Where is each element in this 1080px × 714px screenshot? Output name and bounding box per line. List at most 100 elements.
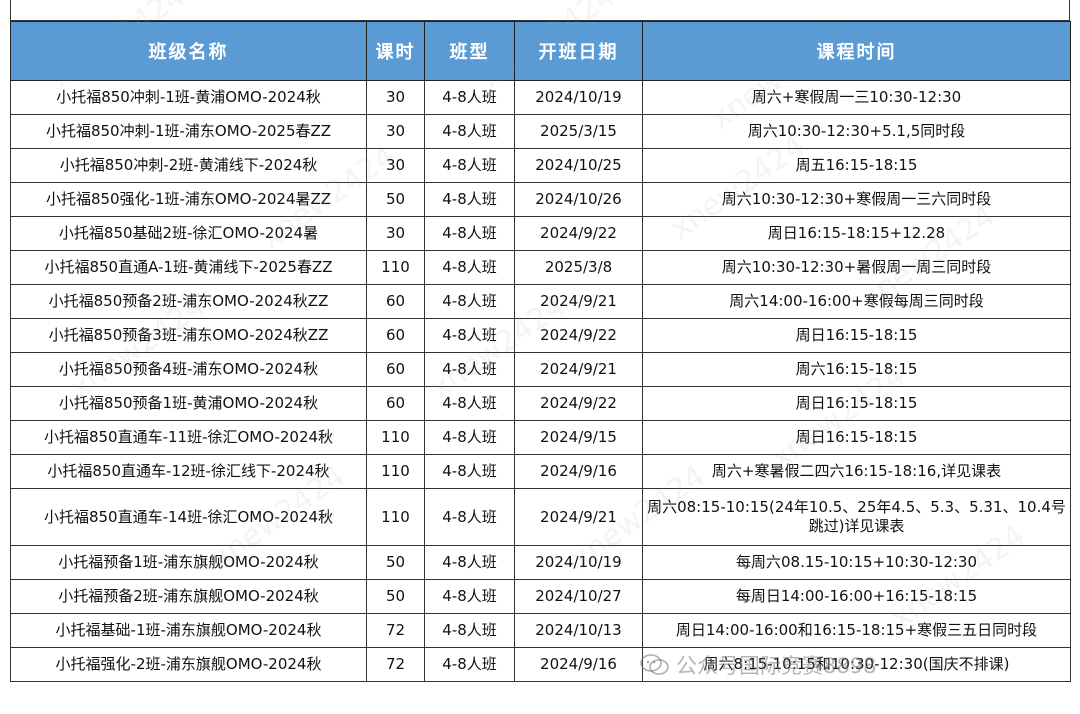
cell-start-date: 2024/9/21 bbox=[514, 352, 643, 387]
cell-hours: 30 bbox=[366, 114, 425, 149]
cell-class-name: 小托福850预备1班-黄浦OMO-2024秋 bbox=[10, 386, 367, 421]
table-row: 小托福850基础2班-徐汇OMO-2024暑 30 4-8人班 2024/9/22 周日… bbox=[10, 216, 1071, 251]
cell-class-type: 4-8人班 bbox=[424, 454, 515, 489]
cell-class-type: 4-8人班 bbox=[424, 488, 515, 546]
table-row: 小托福预备1班-浦东旗舰OMO-2024秋 50 4-8人班 2024/10/19 每周… bbox=[10, 545, 1071, 580]
cell-course-time: 周六10:30-12:30+5.1,5同时段 bbox=[642, 114, 1071, 149]
cell-class-type: 4-8人班 bbox=[424, 545, 515, 580]
table-body: 小托福850冲刺-1班-黄浦OMO-2024秋 30 4-8人班 2024/10/19… bbox=[10, 80, 1071, 682]
top-border-strip bbox=[10, 0, 1070, 21]
cell-start-date: 2024/10/27 bbox=[514, 579, 643, 614]
cell-start-date: 2024/9/22 bbox=[514, 318, 643, 353]
cell-start-date: 2024/9/16 bbox=[514, 454, 643, 489]
footer-watermark: 公众号国际竞赛8898 bbox=[640, 650, 876, 680]
cell-hours: 30 bbox=[366, 80, 425, 115]
table-row: 小托福850冲刺-1班-黄浦OMO-2024秋 30 4-8人班 2024/10/19… bbox=[10, 80, 1071, 115]
cell-class-name: 小托福预备1班-浦东旗舰OMO-2024秋 bbox=[10, 545, 367, 580]
cell-class-type: 4-8人班 bbox=[424, 114, 515, 149]
cell-hours: 60 bbox=[366, 318, 425, 353]
cell-start-date: 2024/9/16 bbox=[514, 647, 643, 682]
cell-class-type: 4-8人班 bbox=[424, 284, 515, 319]
cell-course-time: 周五16:15-18:15 bbox=[642, 148, 1071, 183]
cell-class-name: 小托福850直通A-1班-黄浦线下-2025春ZZ bbox=[10, 250, 367, 285]
cell-class-type: 4-8人班 bbox=[424, 613, 515, 648]
cell-class-name: 小托福850直通车-11班-徐汇OMO-2024秋 bbox=[10, 420, 367, 455]
cell-start-date: 2024/10/25 bbox=[514, 148, 643, 183]
cell-start-date: 2025/3/15 bbox=[514, 114, 643, 149]
cell-class-type: 4-8人班 bbox=[424, 182, 515, 217]
cell-class-type: 4-8人班 bbox=[424, 386, 515, 421]
cell-hours: 110 bbox=[366, 488, 425, 546]
cell-class-name: 小托福850冲刺-2班-黄浦线下-2024秋 bbox=[10, 148, 367, 183]
cell-hours: 60 bbox=[366, 386, 425, 421]
cell-hours: 72 bbox=[366, 647, 425, 682]
table-row: 小托福850预备1班-黄浦OMO-2024秋 60 4-8人班 2024/9/22 周日… bbox=[10, 386, 1071, 421]
cell-course-time: 周六08:15-10:15(24年10.5、25年4.5、5.3、5.31、10… bbox=[642, 488, 1071, 546]
cell-class-type: 4-8人班 bbox=[424, 148, 515, 183]
cell-class-name: 小托福850冲刺-1班-浦东OMO-2025春ZZ bbox=[10, 114, 367, 149]
table-row: 小托福基础-1班-浦东旗舰OMO-2024秋 72 4-8人班 2024/10/13 周… bbox=[10, 613, 1071, 648]
cell-course-time: 周日16:15-18:15 bbox=[642, 386, 1071, 421]
cell-course-time: 周六10:30-12:30+寒假周一三六同时段 bbox=[642, 182, 1071, 217]
cell-class-type: 4-8人班 bbox=[424, 80, 515, 115]
wechat-icon bbox=[640, 653, 670, 677]
cell-course-time: 每周日14:00-16:00+16:15-18:15 bbox=[642, 579, 1071, 614]
table-row: 小托福850预备4班-浦东OMO-2024秋 60 4-8人班 2024/9/21 周六… bbox=[10, 352, 1071, 387]
cell-class-name: 小托福预备2班-浦东旗舰OMO-2024秋 bbox=[10, 579, 367, 614]
cell-hours: 60 bbox=[366, 284, 425, 319]
cell-course-time: 周日14:00-16:00和16:15-18:15+寒假三五日同时段 bbox=[642, 613, 1071, 648]
cell-course-time: 周六14:00-16:00+寒假每周三同时段 bbox=[642, 284, 1071, 319]
cell-course-time: 周日16:15-18:15+12.28 bbox=[642, 216, 1071, 251]
header-class-type: 班型 bbox=[424, 21, 515, 81]
table-row: 小托福850冲刺-1班-浦东OMO-2025春ZZ 30 4-8人班 2025/3/1… bbox=[10, 114, 1071, 149]
cell-hours: 110 bbox=[366, 250, 425, 285]
table-row: 小托福850直通A-1班-黄浦线下-2025春ZZ 110 4-8人班 2025/3/… bbox=[10, 250, 1071, 285]
cell-class-type: 4-8人班 bbox=[424, 352, 515, 387]
cell-hours: 110 bbox=[366, 420, 425, 455]
cell-class-name: 小托福850直通车-12班-徐汇线下-2024秋 bbox=[10, 454, 367, 489]
cell-class-type: 4-8人班 bbox=[424, 420, 515, 455]
table-row: 小托福850预备2班-浦东OMO-2024秋ZZ 60 4-8人班 2024/9/21… bbox=[10, 284, 1071, 319]
header-class-name: 班级名称 bbox=[10, 21, 367, 81]
cell-class-name: 小托福强化-2班-浦东旗舰OMO-2024秋 bbox=[10, 647, 367, 682]
cell-start-date: 2024/10/26 bbox=[514, 182, 643, 217]
cell-class-name: 小托福基础-1班-浦东旗舰OMO-2024秋 bbox=[10, 613, 367, 648]
cell-start-date: 2025/3/8 bbox=[514, 250, 643, 285]
cell-start-date: 2024/9/15 bbox=[514, 420, 643, 455]
table-row: 小托福850强化-1班-浦东OMO-2024暑ZZ 50 4-8人班 2024/10/… bbox=[10, 182, 1071, 217]
cell-start-date: 2024/10/19 bbox=[514, 545, 643, 580]
header-start-date: 开班日期 bbox=[514, 21, 643, 81]
cell-class-name: 小托福850强化-1班-浦东OMO-2024暑ZZ bbox=[10, 182, 367, 217]
table-row: 小托福850冲刺-2班-黄浦线下-2024秋 30 4-8人班 2024/10/25 周… bbox=[10, 148, 1071, 183]
cell-class-type: 4-8人班 bbox=[424, 318, 515, 353]
cell-hours: 30 bbox=[366, 216, 425, 251]
cell-course-time: 周六8:15-10:15和10:30-12:30(国庆不排课) bbox=[642, 647, 1071, 682]
header-hours: 课时 bbox=[366, 21, 425, 81]
table-row: 小托福850预备3班-浦东OMO-2024秋ZZ 60 4-8人班 2024/9/22… bbox=[10, 318, 1071, 353]
cell-class-name: 小托福850冲刺-1班-黄浦OMO-2024秋 bbox=[10, 80, 367, 115]
table-header-row: 班级名称 课时 班型 开班日期 课程时间 bbox=[10, 21, 1071, 81]
cell-course-time: 周六16:15-18:15 bbox=[642, 352, 1071, 387]
cell-course-time: 周六+寒假周一三10:30-12:30 bbox=[642, 80, 1071, 115]
cell-start-date: 2024/9/21 bbox=[514, 488, 643, 546]
cell-class-name: 小托福850预备2班-浦东OMO-2024秋ZZ bbox=[10, 284, 367, 319]
cell-start-date: 2024/10/13 bbox=[514, 613, 643, 648]
cell-start-date: 2024/10/19 bbox=[514, 80, 643, 115]
table-row: 小托福850直通车-11班-徐汇OMO-2024秋 110 4-8人班 2024/9/… bbox=[10, 420, 1071, 455]
cell-class-type: 4-8人班 bbox=[424, 579, 515, 614]
class-schedule-table: 班级名称 课时 班型 开班日期 课程时间 小托福850冲刺-1班-黄浦OMO-2… bbox=[10, 21, 1071, 682]
cell-class-name: 小托福850预备3班-浦东OMO-2024秋ZZ bbox=[10, 318, 367, 353]
cell-hours: 110 bbox=[366, 454, 425, 489]
cell-start-date: 2024/9/21 bbox=[514, 284, 643, 319]
cell-hours: 72 bbox=[366, 613, 425, 648]
cell-course-time: 周六+寒暑假二四六16:15-18:16,详见课表 bbox=[642, 454, 1071, 489]
cell-course-time: 周六10:30-12:30+暑假周一周三同时段 bbox=[642, 250, 1071, 285]
cell-hours: 60 bbox=[366, 352, 425, 387]
cell-class-type: 4-8人班 bbox=[424, 250, 515, 285]
table-row: 小托福850直通车-14班-徐汇OMO-2024秋 110 4-8人班 2024/9/… bbox=[10, 488, 1071, 546]
cell-hours: 50 bbox=[366, 545, 425, 580]
cell-class-type: 4-8人班 bbox=[424, 216, 515, 251]
cell-course-time: 周日16:15-18:15 bbox=[642, 318, 1071, 353]
cell-hours: 50 bbox=[366, 182, 425, 217]
header-course-time: 课程时间 bbox=[642, 21, 1071, 81]
